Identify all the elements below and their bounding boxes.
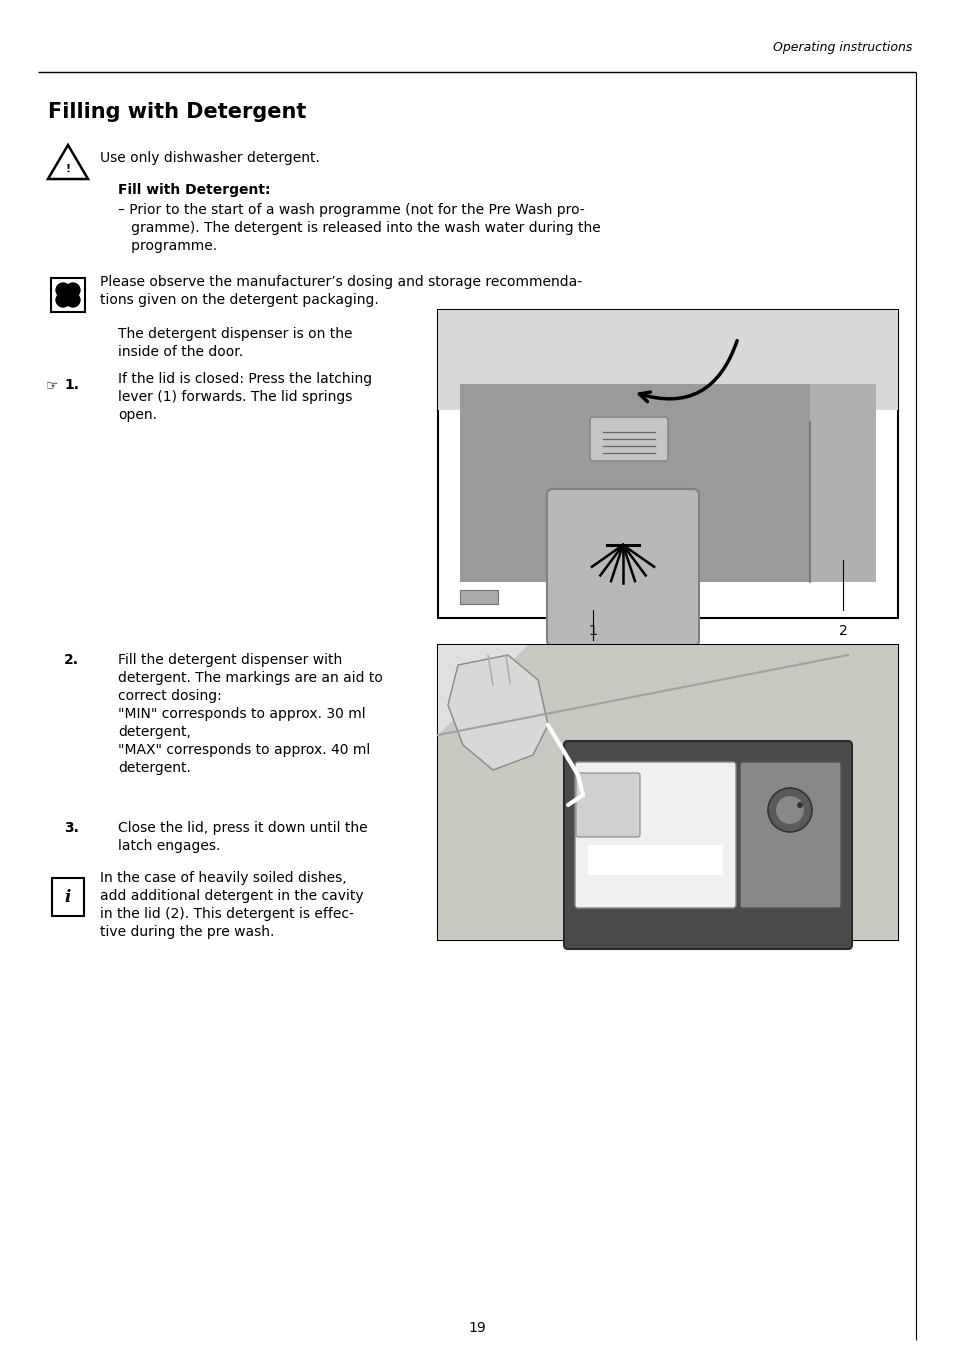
Bar [437,645,897,940]
Text: The detergent dispenser is on the: The detergent dispenser is on the [118,327,352,341]
Circle shape [66,293,80,307]
FancyBboxPatch shape [589,416,667,461]
Text: !: ! [66,164,71,174]
Text: 1: 1 [588,625,597,638]
Bar [437,310,897,410]
Text: 2.: 2. [64,653,79,667]
Text: Fill with Detergent:: Fill with Detergent: [118,183,271,197]
FancyBboxPatch shape [563,741,851,949]
Text: Please observe the manufacturer’s dosing and storage recommenda-: Please observe the manufacturer’s dosing… [100,274,581,289]
Text: Filling with Detergent: Filling with Detergent [48,101,306,122]
Text: open.: open. [118,408,157,422]
Text: detergent.: detergent. [118,761,191,775]
Text: in the lid (2). This detergent is effec-: in the lid (2). This detergent is effec- [100,907,354,921]
Polygon shape [437,645,897,940]
Text: Operating instructions: Operating instructions [772,42,911,54]
Text: i: i [65,888,71,906]
Circle shape [66,283,80,297]
FancyBboxPatch shape [576,773,639,837]
Text: inside of the door.: inside of the door. [118,345,243,360]
Text: programme.: programme. [118,239,217,253]
Text: 19: 19 [468,1321,485,1334]
Text: tions given on the detergent packaging.: tions given on the detergent packaging. [100,293,378,307]
Circle shape [775,796,803,823]
Circle shape [56,293,70,307]
Bar [437,645,897,940]
Text: detergent. The markings are an aid to: detergent. The markings are an aid to [118,671,382,685]
Text: detergent,: detergent, [118,725,191,740]
Circle shape [767,788,811,831]
Text: "MAX" corresponds to approx. 40 ml: "MAX" corresponds to approx. 40 ml [118,744,370,757]
Text: lever (1) forwards. The lid springs: lever (1) forwards. The lid springs [118,389,352,404]
Polygon shape [448,654,547,771]
FancyBboxPatch shape [740,763,841,909]
Text: latch engages.: latch engages. [118,840,220,853]
Text: correct dosing:: correct dosing: [118,690,221,703]
Bar [809,384,875,581]
Text: Close the lid, press it down until the: Close the lid, press it down until the [118,821,367,836]
Text: Use only dishwasher detergent.: Use only dishwasher detergent. [100,151,319,165]
Bar [437,310,897,618]
Text: 3.: 3. [64,821,79,836]
Text: "MIN" corresponds to approx. 30 ml: "MIN" corresponds to approx. 30 ml [118,707,365,721]
FancyBboxPatch shape [546,489,699,646]
Bar [459,384,875,581]
Text: – Prior to the start of a wash programme (not for the Pre Wash pro-: – Prior to the start of a wash programme… [118,203,584,218]
FancyBboxPatch shape [575,763,735,909]
Text: tive during the pre wash.: tive during the pre wash. [100,925,274,940]
Text: In the case of heavily soiled dishes,: In the case of heavily soiled dishes, [100,871,346,886]
Text: ☞: ☞ [46,379,58,392]
Text: If the lid is closed: Press the latching: If the lid is closed: Press the latching [118,372,372,387]
Text: gramme). The detergent is released into the wash water during the: gramme). The detergent is released into … [118,220,600,235]
Circle shape [56,283,70,297]
Bar [459,589,497,604]
Circle shape [796,802,802,808]
Text: 2: 2 [838,625,846,638]
Text: 1.: 1. [64,379,79,392]
Text: Fill the detergent dispenser with: Fill the detergent dispenser with [118,653,342,667]
Text: add additional detergent in the cavity: add additional detergent in the cavity [100,890,363,903]
Bar [587,845,722,875]
